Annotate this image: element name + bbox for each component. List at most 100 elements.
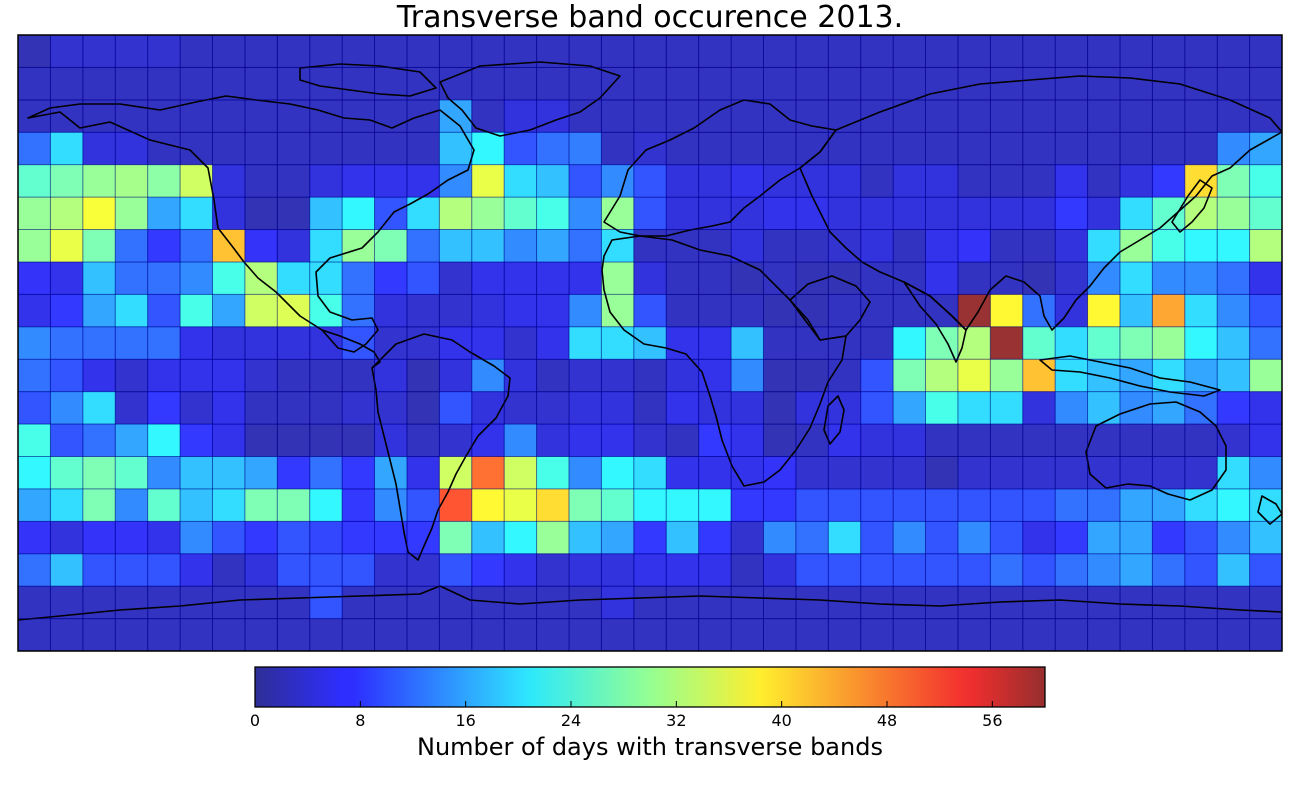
heatmap-cell xyxy=(50,618,84,652)
heatmap-cell xyxy=(1087,456,1121,490)
heatmap-cell xyxy=(1119,618,1153,652)
heatmap-cell xyxy=(1087,294,1121,328)
heatmap-cell xyxy=(957,359,991,393)
heatmap-cell xyxy=(893,553,926,587)
heatmap-cell xyxy=(763,553,797,587)
heatmap-cell xyxy=(439,35,473,68)
heatmap-cell xyxy=(633,521,667,555)
heatmap-cell xyxy=(568,294,602,328)
heatmap-cell xyxy=(990,261,1024,295)
heatmap-cell xyxy=(342,261,376,295)
heatmap-cell xyxy=(893,132,926,166)
heatmap-cell xyxy=(180,456,213,490)
heatmap-cell xyxy=(633,618,667,652)
heatmap-cell xyxy=(925,132,959,166)
new-zealand-coast xyxy=(1257,495,1282,525)
heatmap-cell xyxy=(147,132,181,166)
heatmap-cell xyxy=(860,424,894,457)
heatmap-cell xyxy=(601,35,635,68)
heatmap-cell xyxy=(406,618,440,652)
heatmap-cell xyxy=(536,391,570,425)
heatmap-cell xyxy=(244,294,278,328)
heatmap-cell xyxy=(1119,164,1153,198)
heatmap-cell xyxy=(471,488,505,522)
heatmap-cell xyxy=(1087,553,1121,587)
heatmap-cell xyxy=(860,359,894,393)
heatmap-cell xyxy=(244,521,278,555)
heatmap-cell xyxy=(601,326,635,360)
heatmap-cell xyxy=(698,456,732,490)
heatmap-cell xyxy=(1022,618,1056,652)
heatmap-cell xyxy=(1055,326,1089,360)
heatmap-cell xyxy=(1022,424,1056,457)
heatmap-cell xyxy=(1217,164,1251,198)
heatmap-cell xyxy=(763,99,797,133)
heatmap-cell xyxy=(536,618,570,652)
heatmap-cell xyxy=(1055,67,1089,101)
heatmap-cell xyxy=(763,424,797,457)
heatmap-cell xyxy=(633,229,667,263)
heatmap-cell xyxy=(50,132,84,166)
heatmap-cell xyxy=(731,99,764,133)
heatmap-cell xyxy=(957,553,991,587)
heatmap-cell xyxy=(1119,67,1153,101)
heatmap-cell xyxy=(828,359,862,393)
heatmap-cell xyxy=(795,229,829,263)
heatmap-cell xyxy=(666,553,700,587)
heatmap-cell xyxy=(50,164,84,198)
heatmap-cell xyxy=(1022,197,1056,231)
heatmap-cell xyxy=(1152,197,1186,231)
heatmap-cell xyxy=(1184,35,1218,68)
heatmap-cell xyxy=(568,618,602,652)
heatmap-cell xyxy=(471,521,505,555)
heatmap-cell xyxy=(633,197,667,231)
heatmap-cell xyxy=(1217,99,1251,133)
heatmap-cell xyxy=(374,261,408,295)
heatmap-cell xyxy=(860,456,894,490)
heatmap-cell xyxy=(795,359,829,393)
heatmap-cell xyxy=(795,521,829,555)
heatmap-cell xyxy=(244,359,278,393)
heatmap-cell xyxy=(731,326,764,360)
heatmap-cell xyxy=(244,164,278,198)
heatmap-cell xyxy=(18,326,51,360)
heatmap-cell xyxy=(374,521,408,555)
heatmap-cell xyxy=(957,391,991,425)
heatmap-cell xyxy=(406,553,440,587)
heatmap-cell xyxy=(666,99,700,133)
heatmap-cell xyxy=(18,456,51,490)
heatmap-cell xyxy=(277,67,311,101)
heatmap-cell xyxy=(731,359,764,393)
heatmap-cell xyxy=(1152,132,1186,166)
heatmap-cell xyxy=(1055,456,1089,490)
heatmap-cell xyxy=(1217,35,1251,68)
heatmap-cell xyxy=(471,359,505,393)
heatmap-cell xyxy=(568,359,602,393)
heatmap-cell xyxy=(731,261,764,295)
heatmap-cell xyxy=(1022,99,1056,133)
heatmap-cell xyxy=(147,424,181,457)
heatmap-cell xyxy=(18,67,51,101)
heatmap-cell xyxy=(666,521,700,555)
heatmap-cell xyxy=(342,359,376,393)
heatmap-cell xyxy=(795,618,829,652)
heatmap-cells xyxy=(18,35,1283,652)
heatmap-cell xyxy=(277,456,311,490)
heatmap-cell xyxy=(50,424,84,457)
heatmap-cell xyxy=(828,391,862,425)
grid-lines xyxy=(18,35,1282,651)
heatmap-cell xyxy=(633,586,667,620)
heatmap-cell xyxy=(147,456,181,490)
heatmap-cell xyxy=(471,164,505,198)
heatmap-cell xyxy=(1249,294,1283,328)
heatmap-cell xyxy=(180,391,213,425)
heatmap-cell xyxy=(1087,424,1121,457)
heatmap-cell xyxy=(439,618,473,652)
heatmap-cell xyxy=(439,229,473,263)
heatmap-cell xyxy=(828,164,862,198)
heatmap-cell xyxy=(309,359,343,393)
heatmap-cell xyxy=(18,359,51,393)
heatmap-cell xyxy=(244,99,278,133)
heatmap-cell xyxy=(1087,164,1121,198)
heatmap-cell xyxy=(1087,35,1121,68)
